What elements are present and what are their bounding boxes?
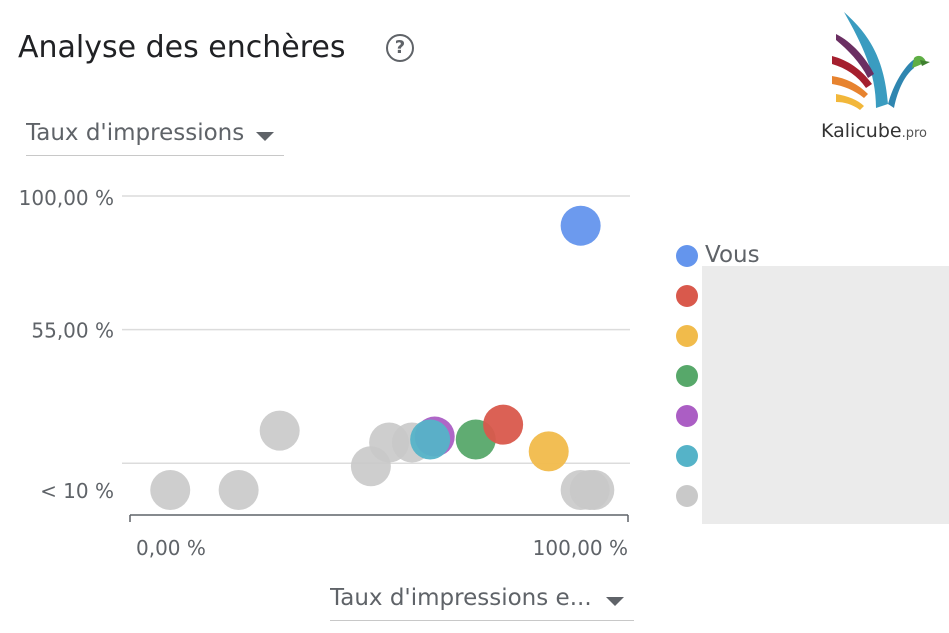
legend-swatch xyxy=(676,365,698,387)
redacted-legend-labels xyxy=(702,266,949,524)
data-point xyxy=(150,470,191,510)
logo-name: Kalicube xyxy=(821,120,902,142)
y-tick-label: 55,00 % xyxy=(31,319,114,343)
legend-swatch xyxy=(676,445,698,467)
legend-label: Vous xyxy=(705,242,760,268)
x-metric-dropdown[interactable]: Taux d'impressions e... xyxy=(330,585,634,621)
x-metric-label: Taux d'impressions e... xyxy=(330,585,590,611)
x-tick-label: 100,00 % xyxy=(533,536,628,560)
legend-swatch xyxy=(676,285,698,307)
y-tick-label: < 10 % xyxy=(40,479,114,503)
y-tick-label: 100,00 % xyxy=(19,186,114,210)
x-tick-label: 0,00 % xyxy=(136,536,206,560)
caret-down-icon xyxy=(256,132,274,141)
data-point xyxy=(483,404,524,445)
logo-suffix: .pro xyxy=(901,126,927,141)
page-title: Analyse des enchères xyxy=(18,30,346,65)
legend-swatch xyxy=(676,245,698,267)
data-point-vous xyxy=(560,205,601,246)
legend-swatch xyxy=(676,485,698,507)
legend-swatch xyxy=(676,325,698,347)
data-point xyxy=(528,431,569,472)
kalicube-logo xyxy=(832,12,930,110)
y-metric-dropdown[interactable]: Taux d'impressions xyxy=(26,120,284,156)
scatter-chart: 100,00 % 55,00 % < 10 % 0,00 % 100,00 % xyxy=(19,186,630,560)
data-point xyxy=(259,410,300,451)
help-circle-icon[interactable]: ? xyxy=(386,34,414,62)
logo-text: Kalicube.pro xyxy=(821,120,927,142)
data-point xyxy=(218,470,259,510)
data-point xyxy=(410,419,451,460)
caret-down-icon xyxy=(606,597,624,606)
y-metric-label: Taux d'impressions xyxy=(26,120,245,146)
data-point xyxy=(574,470,615,510)
legend-swatch xyxy=(676,405,698,427)
